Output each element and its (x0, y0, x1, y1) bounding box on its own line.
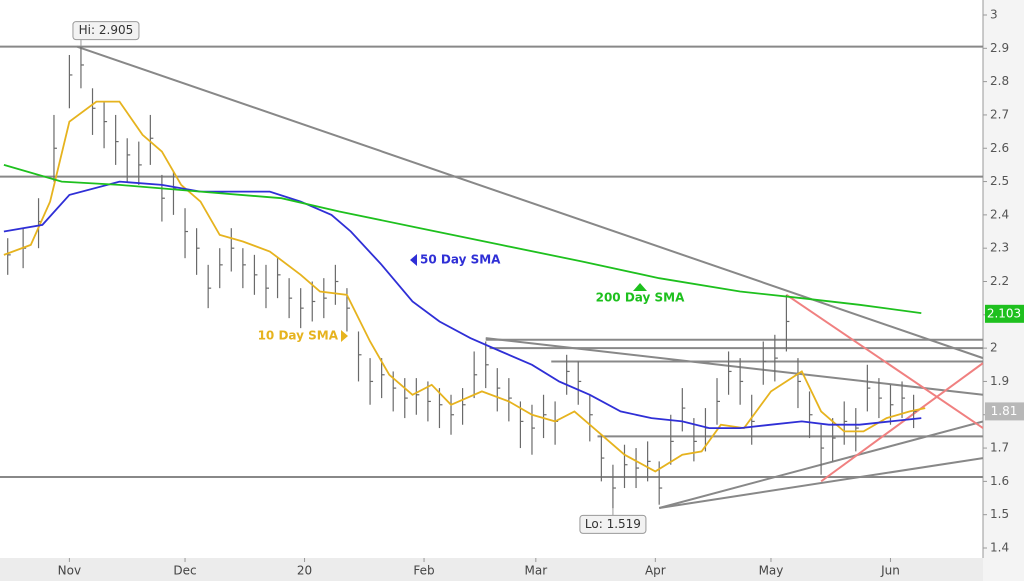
x-tick-label: Mar (525, 564, 548, 578)
sma-label: 200 Day SMA (596, 291, 686, 305)
y-tick-label: 2 (990, 341, 998, 355)
y-tick-label: 2.9 (990, 41, 1009, 55)
x-tick-label: Feb (413, 564, 434, 578)
plot-area (0, 45, 983, 510)
annotation-label: Hi: 2.905 (79, 23, 134, 37)
sma-label: 10 Day SMA (258, 329, 339, 343)
x-tick-label: 20 (297, 564, 312, 578)
y-tick-label: 3 (990, 8, 998, 22)
sma-label: 50 Day SMA (420, 253, 501, 267)
annotation-box (72, 21, 140, 41)
y-tick-label: 2.8 (990, 74, 1009, 88)
y-axis-strip (983, 0, 1024, 581)
y-tick-label: 1.6 (990, 474, 1009, 488)
x-tick-label: Dec (173, 564, 196, 578)
trendline (76, 45, 983, 360)
x-tick-label: May (759, 564, 784, 578)
y-tick-label: 2.7 (990, 107, 1009, 121)
y-tick-label: 2.3 (990, 241, 1009, 255)
x-tick-label: Apr (645, 564, 666, 578)
y-tick-label: 1.4 (990, 541, 1009, 555)
x-tick-label: Jun (880, 564, 900, 578)
y-tick-label: 1.5 (990, 507, 1009, 521)
y-tick-label: 2.6 (990, 141, 1009, 155)
x-axis-strip (0, 558, 1024, 581)
sma-line (3, 100, 926, 473)
annotation-label: Lo: 1.519 (585, 517, 641, 531)
price-tag (985, 304, 1024, 323)
trendline (785, 293, 983, 429)
x-tick-label: Nov (58, 564, 81, 578)
sma-label-arrow (410, 254, 417, 266)
y-tick-label: 1.9 (990, 374, 1009, 388)
price-tag-label: 1.81 (991, 404, 1018, 418)
y-tick-label: 2.2 (990, 274, 1009, 288)
trendline (820, 362, 983, 483)
sma-label-arrow (341, 330, 348, 342)
trendline (485, 337, 983, 396)
y-tick-label: 2.5 (990, 174, 1009, 188)
trendline (659, 457, 983, 510)
price-tag-label: 2.103 (987, 306, 1021, 320)
sma-label-arrow (633, 283, 647, 291)
y-tick-label: 1.7 (990, 441, 1009, 455)
price-tag (985, 402, 1024, 421)
y-tick-label: 2.4 (990, 207, 1009, 221)
sma-line (3, 164, 922, 314)
